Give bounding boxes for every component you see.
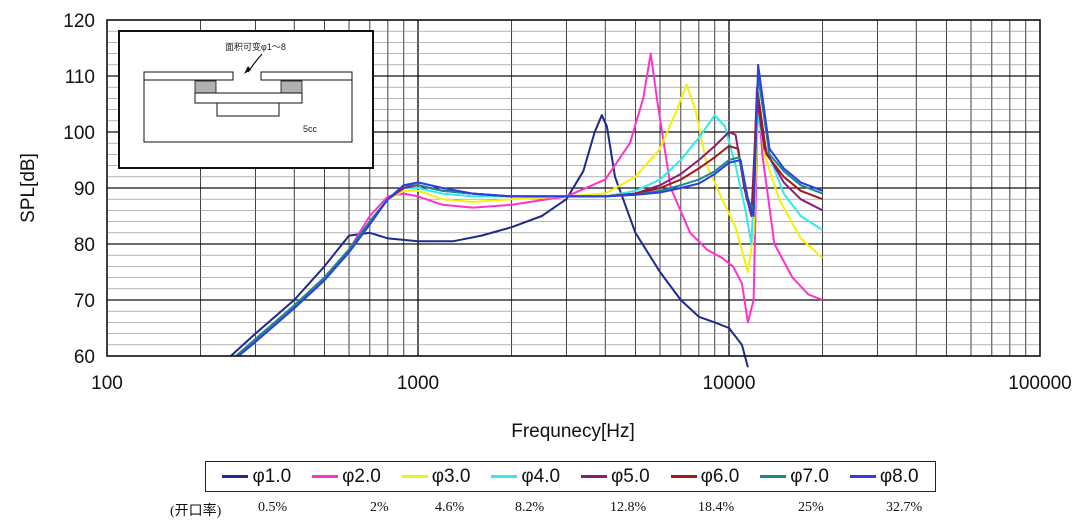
inset-label: 面积可变φ1～8 <box>225 41 286 52</box>
legend-label: φ6.0 <box>700 465 740 487</box>
legend-swatch <box>222 475 249 478</box>
inset-top-plate-left <box>143 71 234 81</box>
enclosure-diagram-inset: 面积可变φ1～8 5cc <box>118 30 374 169</box>
inset-gasket-left <box>194 80 217 94</box>
ratio-prefix: (开口率) <box>170 504 222 519</box>
x-tick-label: 100 <box>91 373 123 394</box>
legend-swatch <box>580 475 607 478</box>
legend-item-4: φ4.0 <box>491 466 560 488</box>
inset-arrow-head <box>244 66 251 74</box>
inset-volume-label: 5cc <box>303 124 318 134</box>
legend-item-6: φ6.0 <box>670 465 740 488</box>
legend-item-3: φ3.0 <box>401 465 471 488</box>
opening-ratio-1: 0.5% <box>258 500 288 515</box>
plot-frame <box>106 19 1041 357</box>
legend-label: φ1.0 <box>252 465 292 487</box>
legend-label: φ5.0 <box>610 465 650 487</box>
inset-speaker-frame <box>194 92 303 104</box>
inset-box <box>143 80 353 143</box>
inset-gasket-right <box>280 80 303 94</box>
y-tick-label: 120 <box>63 11 95 32</box>
legend-swatch <box>312 475 339 478</box>
legend-item-8: φ8.0 <box>849 465 919 488</box>
legend-item-2: φ2.0 <box>312 466 381 488</box>
legend-label: φ2.0 <box>342 465 381 487</box>
opening-ratio-8: 32.7% <box>886 500 923 515</box>
inset-speaker-magnet <box>216 102 280 117</box>
x-tick-label: 100000 <box>1008 373 1071 394</box>
legend-swatch <box>760 475 787 478</box>
y-axis: 60 70 80 90 100 110 120 <box>63 11 95 368</box>
y-tick-label: 70 <box>74 291 95 312</box>
x-axis: 100 1000 10000 100000 <box>91 373 1072 394</box>
legend-label: φ4.0 <box>521 465 561 487</box>
legend-swatch <box>491 475 518 478</box>
legend-item-7: φ7.0 <box>760 466 829 488</box>
x-tick-label: 10000 <box>703 373 756 394</box>
y-tick-label: 80 <box>74 235 95 256</box>
legend-item-1: φ1.0 <box>222 466 291 488</box>
legend-label: φ8.0 <box>879 465 919 487</box>
legend: φ1.0 φ2.0 φ3.0 φ4.0 φ5.0 φ6.0 φ7.0 φ8.0 <box>205 461 936 492</box>
series-line-8 <box>237 63 823 357</box>
opening-ratio-3: 4.6% <box>435 500 465 515</box>
opening-ratio-7: 25% <box>798 500 824 515</box>
x-axis-title: Frequnecy[Hz] <box>511 421 635 442</box>
legend-swatch <box>670 475 697 478</box>
legend-swatch <box>401 475 428 478</box>
y-tick-label: 100 <box>63 123 95 144</box>
legend-item-5: φ5.0 <box>580 465 650 488</box>
opening-ratio-4: 8.2% <box>515 500 545 515</box>
legend-label: φ7.0 <box>790 465 829 487</box>
legend-label: φ3.0 <box>431 465 471 487</box>
series-line-1 <box>230 114 749 368</box>
opening-ratio-2: 2% <box>370 500 389 515</box>
series-group <box>230 52 824 368</box>
legend-swatch <box>849 475 876 478</box>
y-tick-label: 90 <box>74 179 95 200</box>
y-axis-title: SPL[dB] <box>18 153 39 223</box>
opening-ratio-5: 12.8% <box>610 500 647 515</box>
opening-ratio-row: (开口率) 0.5% 2% 4.6% 8.2% 12.8% 18.4% 25% 32.7% <box>170 500 950 520</box>
x-tick-label: 1000 <box>397 373 439 394</box>
inset-top-plate-right <box>260 71 353 81</box>
y-tick-label: 60 <box>74 347 95 368</box>
frequency-response-chart: 60 70 80 90 100 110 120 100 1000 10000 100000 Fre… <box>18 11 1072 442</box>
opening-ratio-6: 18.4% <box>698 500 735 515</box>
y-tick-label: 110 <box>65 67 95 88</box>
